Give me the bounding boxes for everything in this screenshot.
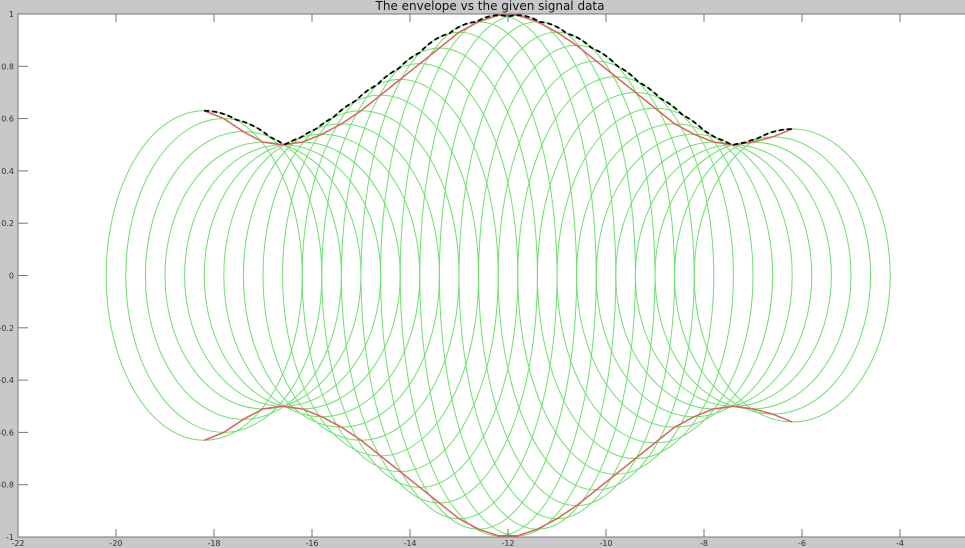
signal-lower-line — [203, 405, 793, 537]
x-tick-label: -12 — [501, 539, 514, 548]
y-tick-label: 0.8 — [1, 62, 14, 71]
curves-group — [203, 14, 793, 537]
chart-title: The envelope vs the given signal data — [375, 0, 605, 13]
signal-upper-line — [203, 14, 793, 146]
x-tick-label: -8 — [700, 539, 708, 548]
y-tick-label: 1 — [9, 10, 14, 19]
plot-area — [17, 13, 965, 538]
y-tick-label: -0.6 — [0, 428, 14, 437]
x-tick-label: -10 — [599, 539, 612, 548]
x-tick-label: -20 — [109, 539, 122, 548]
x-tick-label: -16 — [305, 539, 318, 548]
y-tick-label: 0.6 — [1, 115, 14, 124]
y-tick-label: 0.4 — [1, 167, 14, 176]
y-tick-label: -0.2 — [0, 324, 14, 333]
axes-group: -22 -20 -18 -16 -14 -12 -10 -8 -6 -410.80.60.40.2… — [0, 10, 904, 548]
x-tick-label: -22 — [11, 539, 24, 548]
y-tick-label: 0 — [9, 272, 14, 281]
y-tick-label: -1 — [6, 533, 14, 542]
x-tick-label: -4 — [896, 539, 904, 548]
x-tick-label: -14 — [403, 539, 416, 548]
x-tick-label: -18 — [207, 539, 220, 548]
y-tick-label: 0.2 — [1, 219, 14, 228]
envelope-line — [204, 14, 793, 146]
x-tick-label: -6 — [798, 539, 806, 548]
y-tick-label: -0.4 — [0, 376, 14, 385]
y-tick-label: -0.8 — [0, 481, 14, 490]
